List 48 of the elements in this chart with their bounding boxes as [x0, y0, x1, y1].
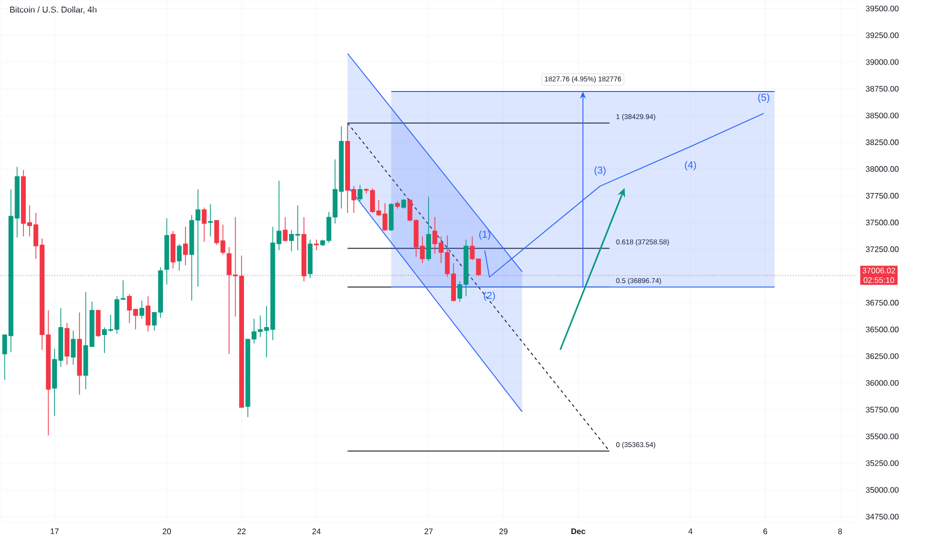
- x-tick-label: 27: [424, 528, 433, 534]
- x-tick-label: 8: [838, 528, 842, 534]
- y-tick-label: 36000.00: [866, 380, 899, 386]
- candlestick: [146, 296, 150, 332]
- y-tick-label: 37500.00: [866, 220, 899, 226]
- y-tick-label: 39500.00: [866, 6, 899, 12]
- y-tick-label: 35500.00: [866, 434, 899, 440]
- y-tick-label: 35750.00: [866, 406, 899, 413]
- candlestick: [401, 198, 406, 209]
- candlestick: [358, 184, 362, 202]
- y-tick-label: 38500.00: [866, 112, 899, 118]
- x-tick-label: 20: [162, 528, 171, 534]
- y-tick-label: 36500.00: [866, 326, 899, 332]
- x-tick-label: Dec: [571, 528, 586, 534]
- x-tick-label: 4: [688, 528, 692, 534]
- annotation: (3): [594, 166, 606, 176]
- x-tick-label: 22: [238, 528, 246, 534]
- candlestick: [70, 330, 76, 366]
- candlestick: [202, 207, 207, 242]
- x-tick-label: 6: [763, 528, 768, 534]
- y-tick-label: 36250.00: [866, 353, 899, 360]
- y-tick-label: 34750.00: [866, 514, 899, 520]
- candlestick: [314, 239, 319, 251]
- candlestick: [176, 243, 182, 272]
- y-tick-label: 39250.00: [866, 32, 899, 38]
- y-tick-label: 38000.00: [866, 166, 899, 172]
- text: Bitcoin / U.S. Dollar, 4h: [10, 6, 96, 14]
- y-tick-label: 36750.00: [866, 300, 899, 306]
- candlestick: [183, 226, 188, 266]
- candlestick: [139, 300, 144, 320]
- ref-line-label: 37006.02: [862, 268, 896, 274]
- candlestick: [282, 216, 288, 242]
- annotation: (1): [479, 230, 490, 240]
- y-tick-label: 38750.00: [866, 86, 899, 92]
- x-tick-label: 17: [50, 528, 59, 534]
- y-tick-label: 35250.00: [866, 460, 899, 466]
- y-tick-label: 37250.00: [866, 246, 899, 252]
- annotation: (5): [758, 94, 770, 103]
- x-tick-label: 24: [312, 528, 321, 534]
- x-tick-label: 29: [499, 528, 508, 534]
- annotation: (4): [684, 161, 696, 170]
- y-tick-label: 39000.00: [866, 59, 899, 65]
- candlestick: [208, 204, 213, 237]
- y-tick-label: 35000.00: [866, 487, 899, 493]
- y-tick-label: 38250.00: [866, 139, 899, 146]
- y-tick-label: 37750.00: [866, 192, 899, 199]
- annotation: (2): [484, 292, 495, 301]
- text: 02:55:10: [864, 277, 894, 283]
